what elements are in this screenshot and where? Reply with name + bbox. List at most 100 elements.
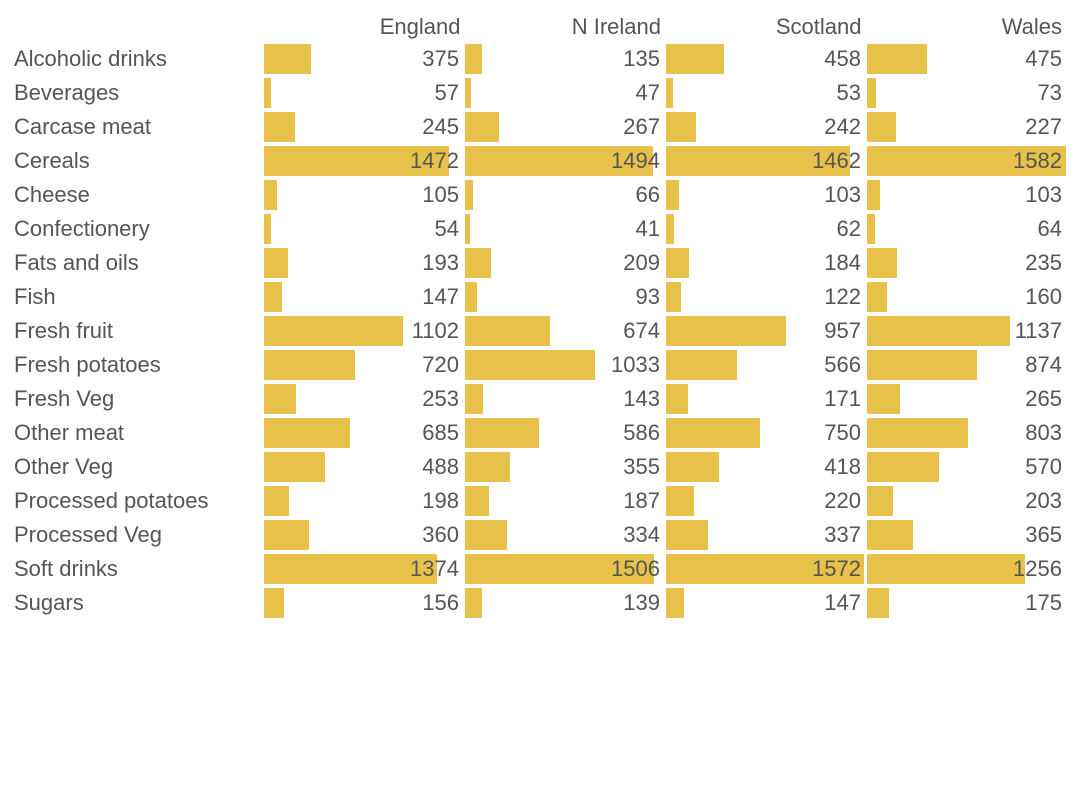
cell-value: 143 xyxy=(465,386,664,412)
cell-value: 64 xyxy=(867,216,1066,242)
data-cell: 566 xyxy=(666,350,865,380)
table-row: Alcoholic drinks375135458475 xyxy=(14,44,1066,74)
row-label: Cheese xyxy=(14,180,264,210)
cell-value: 1494 xyxy=(465,148,664,174)
data-cell: 175 xyxy=(867,588,1066,618)
table-row: Fresh Veg253143171265 xyxy=(14,384,1066,414)
data-cell: 1137 xyxy=(867,316,1066,346)
row-label: Fresh Veg xyxy=(14,384,264,414)
cell-value: 566 xyxy=(666,352,865,378)
cell-value: 62 xyxy=(666,216,865,242)
row-label: Alcoholic drinks xyxy=(14,44,264,74)
cell-value: 175 xyxy=(867,590,1066,616)
table-row: Confectionery54416264 xyxy=(14,214,1066,244)
cell-value: 235 xyxy=(867,250,1066,276)
data-cell: 1462 xyxy=(666,146,865,176)
cell-value: 160 xyxy=(867,284,1066,310)
row-label: Other meat xyxy=(14,418,264,448)
cell-value: 220 xyxy=(666,488,865,514)
data-cell: 874 xyxy=(867,350,1066,380)
cell-value: 245 xyxy=(264,114,463,140)
data-cell: 337 xyxy=(666,520,865,550)
cell-value: 337 xyxy=(666,522,865,548)
data-cell: 488 xyxy=(264,452,463,482)
data-cell: 570 xyxy=(867,452,1066,482)
data-cell: 1033 xyxy=(465,350,664,380)
cell-value: 674 xyxy=(465,318,664,344)
data-cell: 586 xyxy=(465,418,664,448)
cell-value: 957 xyxy=(666,318,865,344)
cell-value: 720 xyxy=(264,352,463,378)
data-cell: 66 xyxy=(465,180,664,210)
cell-value: 57 xyxy=(264,80,463,106)
data-cell: 160 xyxy=(867,282,1066,312)
cell-value: 135 xyxy=(465,46,664,72)
data-cell: 1582 xyxy=(867,146,1066,176)
table-row: Beverages57475373 xyxy=(14,78,1066,108)
cell-value: 488 xyxy=(264,454,463,480)
data-cell: 193 xyxy=(264,248,463,278)
data-cell: 685 xyxy=(264,418,463,448)
cell-value: 103 xyxy=(867,182,1066,208)
column-headers: England N Ireland Scotland Wales xyxy=(14,8,1066,40)
data-cell: 750 xyxy=(666,418,865,448)
data-cell: 957 xyxy=(666,316,865,346)
row-label: Carcase meat xyxy=(14,112,264,142)
data-cell: 1374 xyxy=(264,554,463,584)
cell-value: 265 xyxy=(867,386,1066,412)
data-cell: 418 xyxy=(666,452,865,482)
cell-value: 253 xyxy=(264,386,463,412)
cell-value: 418 xyxy=(666,454,865,480)
data-cell: 245 xyxy=(264,112,463,142)
data-cell: 674 xyxy=(465,316,664,346)
cell-value: 334 xyxy=(465,522,664,548)
cell-value: 1506 xyxy=(465,556,664,582)
data-cell: 143 xyxy=(465,384,664,414)
cell-value: 1472 xyxy=(264,148,463,174)
row-label: Beverages xyxy=(14,78,264,108)
table-row: Processed Veg360334337365 xyxy=(14,520,1066,550)
cell-value: 103 xyxy=(666,182,865,208)
cell-value: 375 xyxy=(264,46,463,72)
cell-value: 267 xyxy=(465,114,664,140)
data-cell: 365 xyxy=(867,520,1066,550)
row-label: Soft drinks xyxy=(14,554,264,584)
row-label: Cereals xyxy=(14,146,264,176)
cell-value: 1582 xyxy=(867,148,1066,174)
table-row: Processed potatoes198187220203 xyxy=(14,486,1066,516)
table-row: Soft drinks1374150615721256 xyxy=(14,554,1066,584)
cell-value: 1102 xyxy=(264,318,463,344)
cell-value: 105 xyxy=(264,182,463,208)
cell-value: 54 xyxy=(264,216,463,242)
cell-value: 198 xyxy=(264,488,463,514)
data-cell: 41 xyxy=(465,214,664,244)
row-label: Processed Veg xyxy=(14,520,264,550)
cell-value: 1033 xyxy=(465,352,664,378)
cell-value: 209 xyxy=(465,250,664,276)
data-cell: 203 xyxy=(867,486,1066,516)
data-cell: 1572 xyxy=(666,554,865,584)
data-cell: 147 xyxy=(264,282,463,312)
cell-value: 53 xyxy=(666,80,865,106)
cell-value: 1137 xyxy=(867,318,1066,344)
row-label: Confectionery xyxy=(14,214,264,244)
cell-value: 570 xyxy=(867,454,1066,480)
table-row: Fats and oils193209184235 xyxy=(14,248,1066,278)
data-cell: 105 xyxy=(264,180,463,210)
data-cell: 57 xyxy=(264,78,463,108)
column-header: Wales xyxy=(866,14,1067,40)
data-cell: 267 xyxy=(465,112,664,142)
data-cell: 1256 xyxy=(867,554,1066,584)
data-cell: 93 xyxy=(465,282,664,312)
row-label: Other Veg xyxy=(14,452,264,482)
table-row: Fresh potatoes7201033566874 xyxy=(14,350,1066,380)
food-consumption-table: England N Ireland Scotland Wales Alcohol… xyxy=(0,0,1080,634)
data-cell: 375 xyxy=(264,44,463,74)
data-cell: 253 xyxy=(264,384,463,414)
column-header: Scotland xyxy=(665,14,866,40)
row-label: Fats and oils xyxy=(14,248,264,278)
row-label: Fresh potatoes xyxy=(14,350,264,380)
data-cell: 235 xyxy=(867,248,1066,278)
cell-value: 227 xyxy=(867,114,1066,140)
data-cell: 458 xyxy=(666,44,865,74)
